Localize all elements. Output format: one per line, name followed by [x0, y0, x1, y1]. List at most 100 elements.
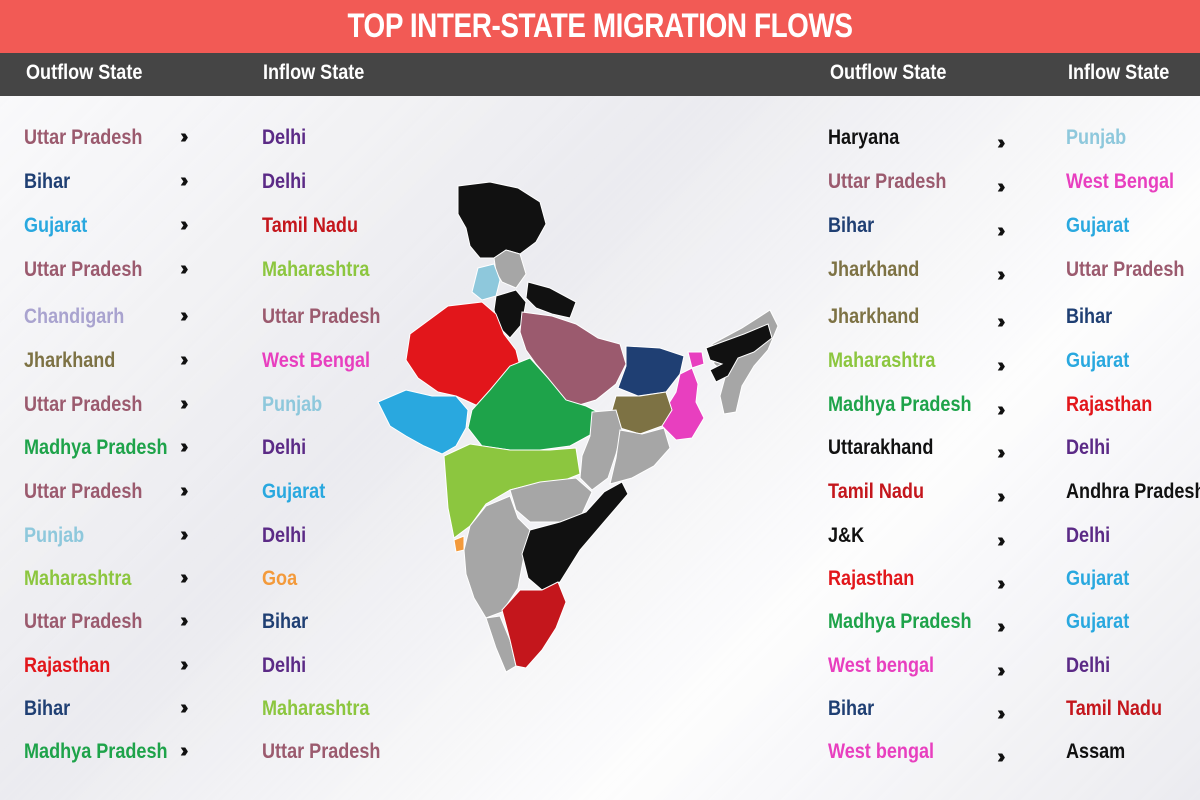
- right-outflow-state: J&K: [828, 524, 865, 547]
- right-flow-arrow-icon: ››››: [997, 703, 1005, 725]
- right-outflow-state: Bihar: [828, 697, 875, 720]
- right-inflow-state: Assam: [1066, 740, 1126, 763]
- left-flow-arrow-icon: ››››: [180, 567, 188, 589]
- map-state-gujarat: [377, 389, 469, 455]
- map-state-punjab: [471, 263, 501, 301]
- right-inflow-state: Gujarat: [1066, 214, 1130, 237]
- left-inflow-state: Delhi: [262, 126, 307, 149]
- left-outflow-state: Rajasthan: [24, 654, 111, 677]
- right-flow-arrow-icon: ››››: [997, 264, 1005, 286]
- right-outflow-state: Jharkhand: [828, 305, 920, 328]
- right-inflow-state: Punjab: [1066, 126, 1127, 149]
- left-outflow-state: Bihar: [24, 170, 71, 193]
- left-flow-arrow-icon: ››››: [180, 697, 188, 719]
- left-outflow-header: Outflow State: [26, 61, 143, 84]
- right-flow-arrow-icon: ››››: [997, 660, 1005, 682]
- left-inflow-header: Inflow State: [263, 61, 365, 84]
- page-title-bar: TOP INTER-STATE MIGRATION FLOWS: [0, 0, 1200, 53]
- right-outflow-state: Rajasthan: [828, 567, 915, 590]
- left-inflow-state: Uttar Pradesh: [262, 740, 381, 763]
- left-flow-arrow-icon: ››››: [180, 305, 188, 327]
- left-flow-arrow-icon: ››››: [180, 258, 188, 280]
- right-inflow-header: Inflow State: [1068, 61, 1170, 84]
- left-outflow-state: Uttar Pradesh: [24, 480, 143, 503]
- left-inflow-state: Gujarat: [262, 480, 326, 503]
- right-outflow-state: Madhya Pradesh: [828, 610, 972, 633]
- right-inflow-state: Delhi: [1066, 654, 1111, 677]
- right-flow-arrow-icon: ››››: [997, 132, 1005, 154]
- left-inflow-state: Tamil Nadu: [262, 214, 358, 237]
- map-state-assam: [705, 323, 773, 383]
- map-state-tamilnadu: [501, 581, 567, 669]
- left-outflow-state: Uttar Pradesh: [24, 126, 143, 149]
- left-outflow-state: Chandigarh: [24, 305, 125, 328]
- page-title: TOP INTER-STATE MIGRATION FLOWS: [347, 7, 853, 45]
- left-flow-arrow-icon: ››››: [180, 610, 188, 632]
- right-flow-arrow-icon: ››››: [997, 746, 1005, 768]
- right-outflow-state: Tamil Nadu: [828, 480, 924, 503]
- right-inflow-state: Andhra Pradesh: [1066, 480, 1200, 503]
- right-flow-arrow-icon: ››››: [997, 399, 1005, 421]
- right-outflow-header: Outflow State: [830, 61, 947, 84]
- left-inflow-state: West Bengal: [262, 349, 371, 372]
- left-flow-arrow-icon: ››››: [180, 170, 188, 192]
- right-flow-arrow-icon: ››››: [997, 530, 1005, 552]
- right-outflow-state: Haryana: [828, 126, 900, 149]
- left-outflow-state: Gujarat: [24, 214, 88, 237]
- left-inflow-state: Uttar Pradesh: [262, 305, 381, 328]
- map-state-sikkim: [687, 351, 705, 369]
- map-state-chhattisgarh: [579, 409, 623, 491]
- right-flow-arrow-icon: ››››: [997, 616, 1005, 638]
- right-outflow-state: Madhya Pradesh: [828, 393, 972, 416]
- map-state-goa: [453, 535, 465, 553]
- left-flow-arrow-icon: ››››: [180, 480, 188, 502]
- map-state-andhra: [521, 481, 629, 591]
- left-inflow-state: Maharashtra: [262, 258, 370, 281]
- left-outflow-state: Uttar Pradesh: [24, 393, 143, 416]
- right-inflow-state: Gujarat: [1066, 349, 1130, 372]
- left-flow-arrow-icon: ››››: [180, 214, 188, 236]
- left-flow-arrow-icon: ››››: [180, 524, 188, 546]
- left-outflow-state: Jharkhand: [24, 349, 116, 372]
- right-outflow-state: Maharashtra: [828, 349, 936, 372]
- left-outflow-state: Madhya Pradesh: [24, 740, 168, 763]
- left-flow-arrow-icon: ››››: [180, 349, 188, 371]
- right-outflow-state: Bihar: [828, 214, 875, 237]
- map-state-up: [519, 311, 627, 407]
- left-inflow-state: Delhi: [262, 654, 307, 677]
- right-flow-arrow-icon: ››››: [997, 176, 1005, 198]
- left-flow-arrow-icon: ››››: [180, 393, 188, 415]
- left-inflow-state: Delhi: [262, 524, 307, 547]
- right-flow-arrow-icon: ››››: [997, 486, 1005, 508]
- right-outflow-state: West bengal: [828, 654, 935, 677]
- right-flow-arrow-icon: ››››: [997, 573, 1005, 595]
- map-state-bihar: [617, 345, 685, 397]
- right-flow-arrow-icon: ››››: [997, 220, 1005, 242]
- india-map: [377, 181, 779, 673]
- left-flow-arrow-icon: ››››: [180, 436, 188, 458]
- map-state-uttarakhand: [525, 281, 577, 319]
- map-state-odisha: [609, 427, 671, 485]
- left-flow-arrow-icon: ››››: [180, 654, 188, 676]
- left-outflow-state: Uttar Pradesh: [24, 258, 143, 281]
- right-inflow-state: Delhi: [1066, 524, 1111, 547]
- right-inflow-state: Bihar: [1066, 305, 1113, 328]
- column-header-bar: Outflow State Inflow State Outflow State…: [0, 53, 1200, 96]
- right-inflow-state: Gujarat: [1066, 567, 1130, 590]
- right-outflow-state: Uttarakhand: [828, 436, 934, 459]
- right-flow-arrow-icon: ››››: [997, 355, 1005, 377]
- right-outflow-state: Jharkhand: [828, 258, 920, 281]
- left-flow-arrow-icon: ››››: [180, 126, 188, 148]
- right-inflow-state: Rajasthan: [1066, 393, 1153, 416]
- left-inflow-state: Punjab: [262, 393, 323, 416]
- right-inflow-state: Delhi: [1066, 436, 1111, 459]
- left-inflow-state: Delhi: [262, 170, 307, 193]
- left-inflow-state: Bihar: [262, 610, 309, 633]
- right-outflow-state: Uttar Pradesh: [828, 170, 947, 193]
- right-inflow-state: Gujarat: [1066, 610, 1130, 633]
- left-outflow-state: Bihar: [24, 697, 71, 720]
- left-inflow-state: Delhi: [262, 436, 307, 459]
- map-state-jk: [457, 181, 547, 259]
- left-outflow-state: Uttar Pradesh: [24, 610, 143, 633]
- left-outflow-state: Maharashtra: [24, 567, 132, 590]
